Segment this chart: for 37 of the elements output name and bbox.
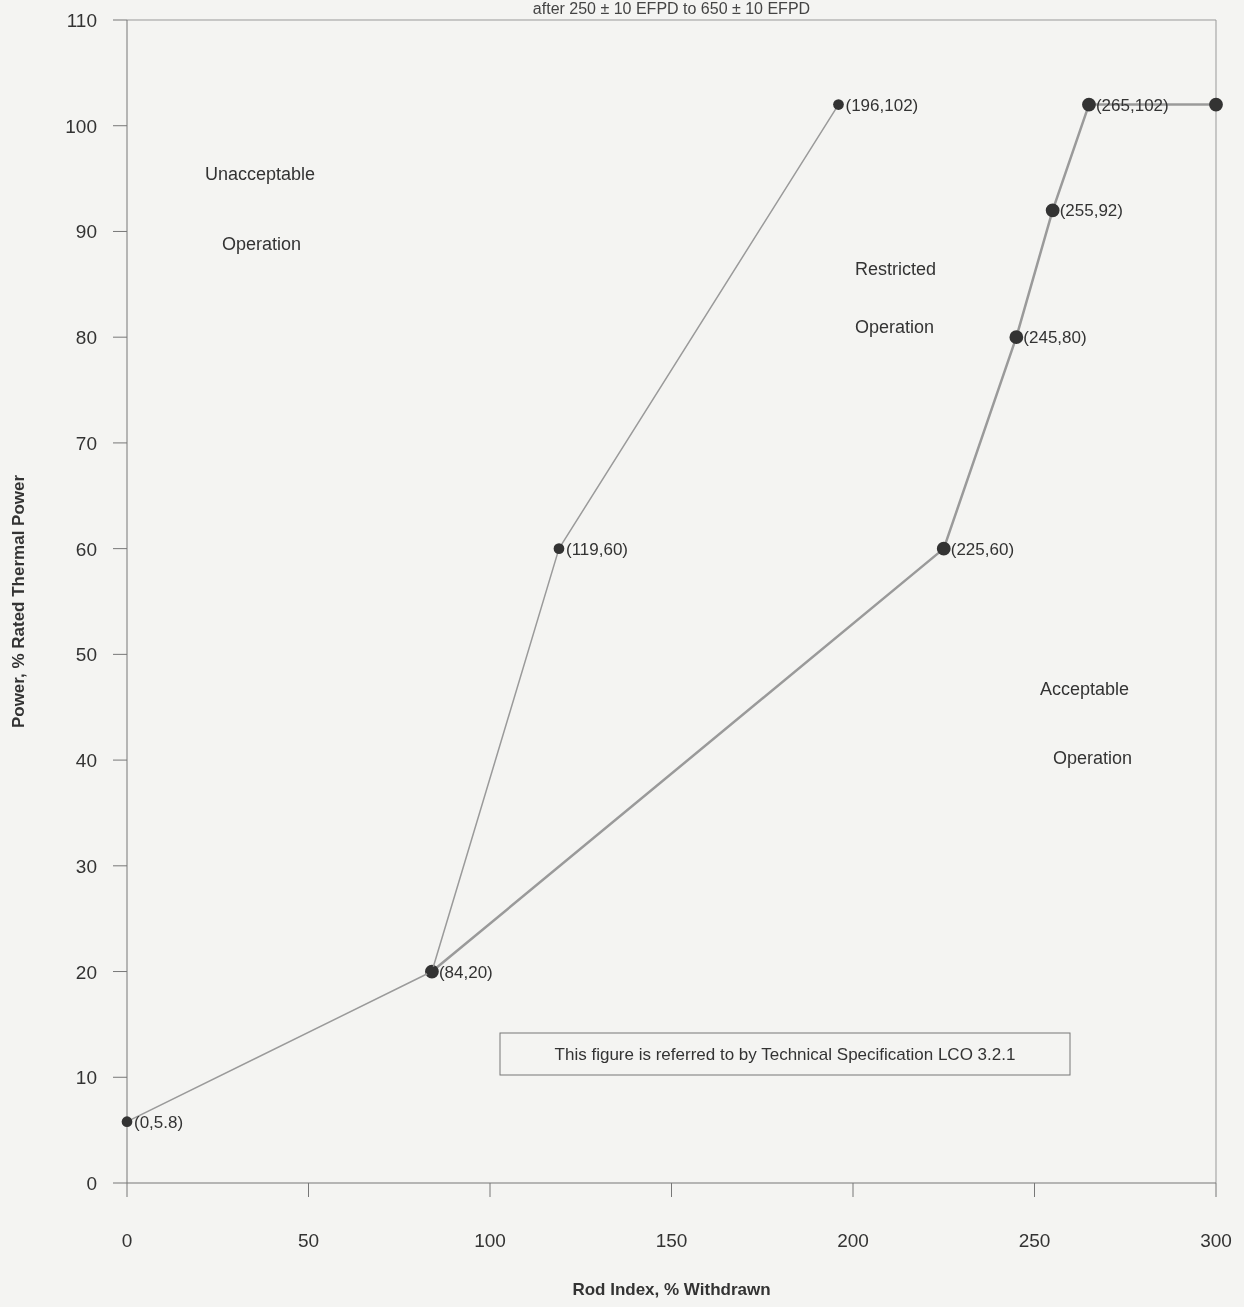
y-tick-label: 100 [65,115,97,137]
x-tick-label: 100 [474,1230,506,1251]
annotation: This figure is referred to by Technical Specification LCO 3.2.1 [554,1045,1016,1064]
chart-title: after 250 ± 10 EFPD to 650 ± 10 EFPD [532,0,811,17]
y-tick-label: 50 [75,644,97,666]
y-axis-title: Power, % Rated Thermal Power [9,474,28,729]
annotation: Restricted [855,259,937,279]
annotation: Operation [222,234,302,254]
annotation: (0,5.8) [134,1112,184,1132]
y-tick-label: 110 [66,10,97,31]
annotation: (225,60) [950,539,1015,559]
annotation: (245,80) [1023,328,1087,348]
y-tick-label: 90 [75,221,97,243]
annotation: Operation [855,317,935,337]
annotation: (84,20) [438,962,493,982]
x-tick-label: 300 [1200,1230,1232,1251]
y-tick-label: 20 [75,961,97,983]
y-tick-label: 40 [75,750,97,772]
x-tick-label: 150 [655,1230,688,1251]
y-tick-label: 0 [86,1173,97,1194]
annotation: Operation [1053,748,1133,768]
y-tick-label: 30 [75,855,97,877]
x-tick-label: 50 [297,1230,320,1251]
y-tick-label: 80 [75,327,97,349]
annotation: Acceptable [1040,679,1130,699]
y-tick-label: 70 [75,432,97,454]
x-tick-label: 250 [1018,1230,1051,1251]
x-tick-label: 200 [837,1230,869,1251]
x-axis-title: Rod Index, % Withdrawn [572,1280,771,1299]
y-tick-label: 60 [75,538,97,560]
annotation: (265,102) [1095,95,1169,115]
annotation: (255,92) [1059,201,1123,221]
x-tick-label: 0 [121,1230,133,1251]
annotation: Unacceptable [205,164,316,184]
annotation: (119,60) [565,539,629,559]
y-tick-label: 10 [75,1067,97,1089]
annotation: (196,102) [845,95,919,115]
